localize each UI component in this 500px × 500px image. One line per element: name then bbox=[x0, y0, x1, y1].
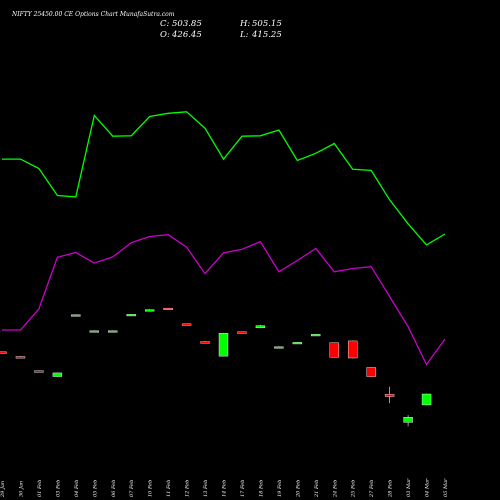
candle-body bbox=[348, 340, 358, 359]
candle bbox=[255, 324, 266, 329]
x-tick-label: 04 Feb bbox=[74, 480, 80, 497]
x-tick-label: 24 Feb bbox=[332, 480, 338, 498]
x-tick-label: 18 Feb bbox=[258, 480, 264, 497]
x-tick-label: 10 Feb bbox=[148, 480, 154, 497]
candle bbox=[108, 330, 118, 333]
candle-body bbox=[366, 367, 376, 377]
candle bbox=[311, 334, 321, 337]
candle bbox=[0, 351, 7, 354]
close-label: C: bbox=[160, 19, 170, 29]
candle bbox=[237, 331, 247, 334]
x-tick-label: 28 Feb bbox=[388, 480, 394, 498]
candle-body bbox=[144, 309, 155, 312]
candle bbox=[348, 340, 358, 359]
candle-body bbox=[15, 356, 26, 359]
x-tick-label: 04 Mar bbox=[425, 478, 431, 497]
candle bbox=[126, 314, 136, 317]
x-tick-label: 11 Feb bbox=[166, 480, 172, 497]
candle-body bbox=[274, 346, 284, 349]
candle-body bbox=[421, 393, 432, 406]
candle-body bbox=[384, 394, 395, 397]
candle-body bbox=[218, 333, 229, 357]
candle bbox=[52, 372, 63, 377]
candle-body bbox=[108, 330, 118, 333]
candle bbox=[366, 367, 376, 377]
candle bbox=[181, 323, 192, 326]
candle bbox=[200, 341, 210, 344]
candle bbox=[329, 342, 339, 358]
candle bbox=[274, 346, 284, 349]
x-tick-label: 17 Feb bbox=[240, 480, 246, 497]
low-value: 415.25 bbox=[251, 30, 282, 40]
open-label: O: bbox=[160, 30, 170, 40]
candle bbox=[71, 314, 81, 317]
candle bbox=[403, 415, 413, 427]
candle bbox=[144, 309, 155, 312]
candle-body bbox=[89, 330, 99, 333]
x-tick-label: 06 Feb bbox=[111, 480, 117, 497]
x-tick-label: 25 Feb bbox=[351, 480, 357, 498]
x-tick-label: 30 Jan bbox=[18, 481, 24, 497]
high-label: H: bbox=[239, 19, 250, 29]
x-tick-label: 03 Mar bbox=[406, 478, 412, 497]
candle-body bbox=[292, 342, 303, 345]
candle-body bbox=[126, 314, 136, 317]
x-tick-label: 07 Feb bbox=[129, 480, 135, 497]
candle-body bbox=[181, 323, 192, 326]
indicator-line-2 bbox=[2, 234, 446, 366]
high-value: 505.15 bbox=[252, 19, 282, 29]
x-tick-label: 05 Mar bbox=[443, 478, 449, 497]
x-axis: 29 Jan 30 Jan 01 Feb 03 Feb 04 Feb 05 Feb 06 F… bbox=[0, 478, 449, 498]
x-tick-label: 03 Feb bbox=[55, 480, 61, 497]
candle-body bbox=[237, 331, 247, 334]
candle-body bbox=[34, 370, 44, 373]
candle bbox=[163, 307, 173, 310]
x-tick-label: 27 Feb bbox=[369, 480, 375, 498]
indicator-line-1 bbox=[2, 111, 446, 246]
candle-body bbox=[52, 372, 63, 377]
candle bbox=[218, 332, 229, 357]
candle-body bbox=[255, 325, 266, 329]
candle-body bbox=[163, 307, 173, 310]
close-value: 503.85 bbox=[172, 19, 202, 29]
low-label: L: bbox=[239, 30, 249, 40]
x-tick-label: 20 Feb bbox=[295, 480, 301, 498]
candle-body bbox=[329, 342, 339, 358]
candles-group bbox=[0, 307, 432, 427]
candle bbox=[384, 386, 395, 404]
candle bbox=[34, 370, 44, 373]
candle-body bbox=[403, 417, 413, 423]
x-tick-label: 05 Feb bbox=[92, 480, 98, 497]
x-tick-label: 01 Feb bbox=[37, 480, 43, 497]
candle-body bbox=[200, 341, 210, 344]
open-value: 426.45 bbox=[171, 30, 202, 40]
candle bbox=[15, 356, 26, 359]
x-tick-label: 14 Feb bbox=[222, 480, 228, 497]
x-tick-label: 29 Jan bbox=[0, 481, 6, 498]
chart-title: NIFTY 25450.00 CE Options Chart MunafaSu… bbox=[11, 11, 175, 18]
candle-body bbox=[71, 314, 81, 317]
candle bbox=[89, 330, 99, 333]
x-tick-label: 19 Feb bbox=[277, 480, 283, 497]
candle-body bbox=[0, 351, 7, 354]
x-tick-label: 12 Feb bbox=[185, 480, 191, 497]
x-tick-label: 13 Feb bbox=[203, 480, 209, 497]
candle bbox=[292, 342, 303, 345]
indicator-lines bbox=[2, 111, 446, 366]
x-tick-label: 21 Feb bbox=[314, 480, 320, 498]
candle bbox=[421, 393, 432, 406]
candle-body bbox=[311, 334, 321, 337]
